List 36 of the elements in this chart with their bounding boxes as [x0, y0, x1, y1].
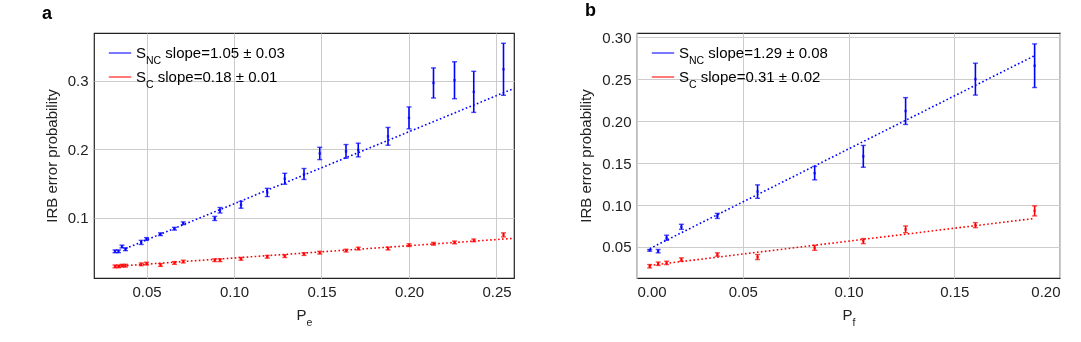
y-tick-label: 0.2	[67, 140, 89, 158]
y-tick-label: 0.15	[602, 154, 632, 172]
x-tick-label: 0.20	[1031, 282, 1061, 300]
y-axis-title: IRB error probability	[577, 88, 595, 223]
y-tick-label: 0.30	[602, 28, 632, 46]
point	[502, 68, 505, 71]
x-tick-label: 0.10	[219, 282, 250, 300]
point	[266, 191, 269, 194]
y-tick-label: 0.10	[602, 196, 632, 214]
point	[344, 150, 348, 153]
chart-title: b	[585, 0, 596, 21]
x-axis-title: P$_{e}$	[296, 305, 313, 328]
legend-label: S$_{C}$ slope=0.18 ± 0.01	[136, 68, 278, 90]
point	[453, 79, 456, 82]
y-tick-label: 0.25	[602, 70, 632, 88]
x-tick-label: 0.00	[637, 282, 667, 300]
x-tick-label: 0.05	[132, 282, 162, 300]
x-tick-label: 0.20	[394, 282, 425, 300]
chart-title: a	[42, 3, 53, 23]
x-tick-label: 0.10	[834, 282, 864, 300]
y-tick-label: 0.3	[67, 72, 89, 90]
point	[318, 152, 321, 155]
y-tick-label: 0.1	[67, 209, 89, 227]
legend-label: S$_{C}$ slope=0.31 ± 0.02	[679, 68, 821, 90]
point	[432, 81, 435, 85]
legend-label: S$_{NC}$ slope=1.29 ± 0.08	[679, 44, 828, 66]
y-axis-title: IRB error probability	[42, 88, 60, 223]
legend-label: S$_{NC}$ slope=1.05 ± 0.03	[136, 44, 285, 66]
y-tick-label: 0.20	[602, 112, 632, 130]
x-tick-label: 0.05	[728, 282, 758, 300]
y-tick-label: 0.05	[602, 238, 632, 256]
x-tick-label: 0.25	[482, 282, 512, 300]
x-axis-title: P$_{f}$	[842, 305, 856, 328]
point	[386, 135, 390, 138]
x-tick-label: 0.15	[307, 282, 337, 300]
x-tick-label: 0.15	[940, 282, 970, 300]
